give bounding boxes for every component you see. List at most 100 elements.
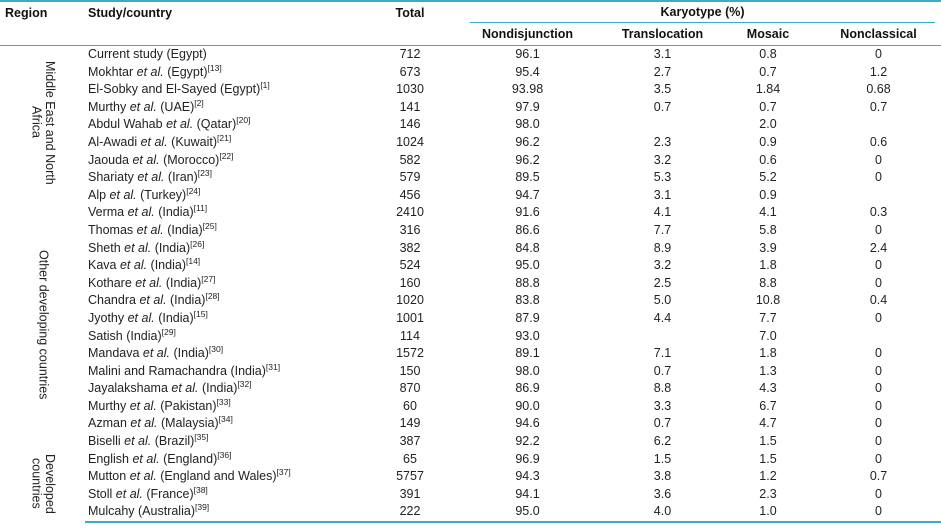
reference-superscript: [11] — [193, 204, 208, 214]
mosaic-value: 8.8 — [759, 275, 777, 290]
translocation-value: 3.1 — [653, 47, 672, 61]
table-row: Kava et al. (India)[14] 524 95.0 3.2 1.8 0 — [0, 257, 941, 275]
mosaic-value: 0.7 — [759, 99, 777, 114]
study-name-text: Jyothy — [88, 310, 128, 325]
nondisjunction-value: 89.5 — [515, 170, 540, 185]
et-al-italic: et al. — [140, 134, 168, 149]
total-value: 2410 — [396, 205, 424, 220]
et-al-italic: et al. — [109, 187, 137, 202]
study-name: Malini and Ramachandra (India)[31] — [85, 363, 370, 381]
et-al-italic: et al. — [129, 469, 157, 484]
nonclassical-value: 0.7 — [869, 469, 888, 484]
column-header-mosaic: Mosaic — [720, 23, 816, 46]
study-country-text: (Morocco) — [159, 152, 220, 167]
reference-superscript: [33] — [216, 397, 231, 407]
study-name: Chandra et al. (India)[28] — [85, 292, 370, 310]
translocation-value: 4.0 — [605, 503, 720, 524]
nondisjunction-value: 90.0 — [515, 398, 540, 413]
total-value: 579 — [399, 170, 421, 185]
reference-superscript: [28] — [205, 292, 220, 302]
nonclassical-value: 0 — [875, 434, 882, 449]
study-name: Verma et al. (India)[11] — [85, 204, 370, 222]
column-group-header-karyotype: Karyotype (%) — [450, 1, 941, 23]
reference-superscript: [24] — [186, 186, 201, 196]
et-al-italic: et al. — [124, 434, 152, 449]
mosaic-value: 1.5 — [759, 434, 777, 449]
nonclassical-value — [816, 187, 941, 205]
total-value: 160 — [399, 275, 421, 290]
column-header-nonclassical: Nonclassical — [816, 23, 941, 46]
region-group-cell: Developed countries — [0, 451, 85, 522]
total-value: 141 — [399, 99, 421, 114]
nonclassical-value: 0 — [875, 346, 882, 361]
study-name-text: El-Sobky and El-Sayed (Egypt) — [88, 82, 261, 97]
table-row: Biselli et al. (Brazil)[35] 387 92.2 6.2 1.5… — [0, 433, 941, 451]
reference-superscript: [25] — [202, 221, 217, 231]
study-country-text: (India) — [166, 293, 206, 308]
column-header-total: Total — [370, 1, 450, 46]
study-name: Al-Awadi et al. (Kuwait)[21] — [85, 134, 370, 152]
nonclassical-value: 0.6 — [869, 134, 888, 149]
et-al-italic: et al. — [129, 398, 157, 413]
study-country-text: (Turkey) — [136, 187, 187, 202]
study-name: Biselli et al. (Brazil)[35] — [85, 433, 370, 451]
column-header-nondisjunction: Nondisjunction — [450, 23, 605, 46]
nondisjunction-value: 83.8 — [515, 293, 540, 308]
total-value: 149 — [399, 416, 421, 431]
study-name: Mulcahy (Australia)[39] — [85, 503, 370, 524]
translocation-value: 4.4 — [653, 310, 672, 325]
study-name: Current study (Egypt) — [85, 46, 370, 64]
table-row: Al-Awadi et al. (Kuwait)[21] 1024 96.2 2.3 0… — [0, 134, 941, 152]
study-name: Mandava et al. (India)[30] — [85, 345, 370, 363]
mosaic-value: 0.7 — [759, 64, 777, 79]
translocation-value: 2.3 — [653, 134, 672, 149]
et-al-italic: et al. — [137, 170, 165, 185]
nondisjunction-value: 94.1 — [515, 486, 540, 501]
reference-superscript: [35] — [194, 433, 209, 442]
study-name-text: Current study (Egypt) — [88, 47, 207, 61]
nondisjunction-value: 89.1 — [515, 346, 540, 361]
total-value: 524 — [399, 258, 421, 273]
table-row: Jaouda et al. (Morocco)[22] 582 96.2 3.2 0.6… — [0, 152, 941, 170]
reference-superscript: [37] — [276, 468, 291, 478]
mosaic-value: 5.2 — [759, 170, 777, 185]
reference-superscript: [36] — [217, 450, 232, 460]
total-value: 150 — [399, 363, 421, 378]
mosaic-value: 3.9 — [759, 240, 777, 255]
mosaic-value: 7.0 — [759, 328, 777, 343]
et-al-italic: et al. — [135, 275, 163, 290]
total-value: 1030 — [396, 82, 424, 97]
mosaic-value: 6.7 — [759, 398, 777, 413]
study-country-text: (Brazil) — [151, 434, 195, 449]
reference-superscript: [30] — [208, 345, 224, 354]
mosaic-value: 4.1 — [759, 205, 777, 220]
et-al-italic: et al. — [127, 310, 155, 325]
study-country-text: (India) — [154, 205, 194, 220]
nondisjunction-value: 96.2 — [515, 152, 540, 167]
nonclassical-value: 0 — [875, 486, 882, 501]
study-country-text: (Egypt) — [163, 64, 208, 79]
table-row: Sheth et al. (India)[26] 382 84.8 8.9 3.9 2.4 — [0, 240, 941, 258]
study-country-text: (Malaysia) — [157, 416, 219, 431]
nondisjunction-value: 96.2 — [515, 134, 540, 149]
region-group-cell: Middle East and North Africa — [0, 46, 85, 205]
translocation-value: 6.2 — [653, 434, 672, 449]
et-al-italic: et al. — [142, 346, 171, 361]
study-name: Stoll et al. (France)[38] — [85, 486, 370, 504]
nondisjunction-value: 96.9 — [515, 451, 540, 466]
study-country-text: (India) — [170, 346, 209, 361]
et-al-italic: et al. — [119, 258, 148, 273]
translocation-value: 4.1 — [653, 205, 672, 220]
study-name: Jaouda et al. (Morocco)[22] — [85, 152, 370, 170]
mosaic-value: 0.9 — [759, 187, 777, 202]
nondisjunction-value: 93.98 — [511, 82, 544, 97]
nonclassical-value: 0 — [875, 258, 882, 273]
mosaic-value: 1.5 — [759, 451, 777, 466]
study-name-text: Malini and Ramachandra (India) — [88, 363, 266, 378]
table-row: Mokhtar et al. (Egypt)[13] 673 95.4 2.7 0.7 1… — [0, 64, 941, 82]
nondisjunction-value: 93.0 — [515, 328, 540, 343]
study-name: Sheth et al. (India)[26] — [85, 240, 370, 258]
total-value: 60 — [403, 398, 417, 413]
reference-superscript: [23] — [197, 169, 212, 178]
